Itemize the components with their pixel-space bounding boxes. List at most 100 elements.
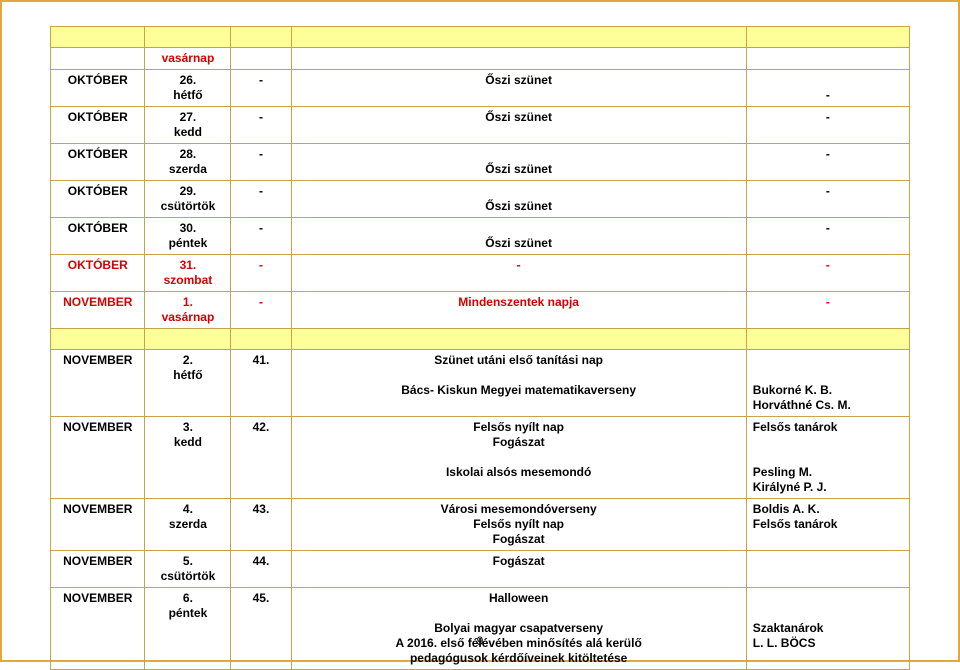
date-number: 4. — [183, 502, 193, 516]
cell-num: - — [231, 144, 291, 181]
who-text: Horváthné Cs. M. — [753, 398, 851, 412]
table-row: NOVEMBER 3. kedd 42. Felsős nyílt nap Fo… — [51, 417, 910, 499]
cell-who: - — [746, 218, 909, 255]
cell-who: - — [746, 70, 909, 107]
cell-who: - — [746, 144, 909, 181]
cell-who: - — [746, 181, 909, 218]
cell-who: - — [746, 107, 909, 144]
cell-month: NOVEMBER — [51, 350, 145, 417]
cell-event: Őszi szünet — [291, 70, 746, 107]
date-dayname: csütörtök — [161, 199, 216, 213]
cell-date: 1. vasárnap — [145, 292, 231, 329]
cell-who: Szaktanárok L. L. BÖCS — [746, 588, 909, 670]
table-row: OKTÓBER 31. szombat - - - — [51, 255, 910, 292]
cell-num: - — [231, 70, 291, 107]
cell-num: - — [231, 107, 291, 144]
cell-date: 30. péntek — [145, 218, 231, 255]
event-text: Őszi szünet — [485, 162, 552, 176]
cell-date: 31. szombat — [145, 255, 231, 292]
header-row-top — [51, 27, 910, 48]
date-dayname: kedd — [174, 125, 202, 139]
cell-who: Bukorné K. B. Horváthné Cs. M. — [746, 350, 909, 417]
date-number: 1. — [183, 295, 193, 309]
table-row: OKTÓBER 27. kedd - Őszi szünet - — [51, 107, 910, 144]
cell-num: - — [231, 181, 291, 218]
event-text: pedagógusok kérdőíveinek kitöltetése — [410, 651, 627, 665]
date-dayname: hétfő — [173, 368, 202, 382]
cell-date: 3. kedd — [145, 417, 231, 499]
cell-date: 29. csütörtök — [145, 181, 231, 218]
date-number: 29. — [180, 184, 197, 198]
cell-event — [291, 48, 746, 70]
event-text: Őszi szünet — [485, 73, 552, 87]
cell-who: Felsős tanárok Pesling M. Királyné P. J. — [746, 417, 909, 499]
event-text: Iskolai alsós mesemondó — [446, 465, 591, 479]
table-row: OKTÓBER 30. péntek - Őszi szünet - — [51, 218, 910, 255]
who-text: Boldis A. K. — [753, 502, 820, 516]
cell-who — [746, 551, 909, 588]
cell-num: 45. — [231, 588, 291, 670]
event-text: Őszi szünet — [485, 199, 552, 213]
date-dayname: hétfő — [173, 88, 202, 102]
date-number: 5. — [183, 554, 193, 568]
date-dayname: szerda — [169, 517, 207, 531]
event-text: Bács- Kiskun Megyei matematikaverseny — [401, 383, 636, 397]
who-text: Felsős tanárok — [753, 420, 838, 434]
cell-who — [746, 48, 909, 70]
pre-row: vasárnap — [51, 48, 910, 70]
cell-date: vasárnap — [145, 48, 231, 70]
cell-date: 4. szerda — [145, 499, 231, 551]
date-number: 30. — [180, 221, 197, 235]
table-row: NOVEMBER 1. vasárnap - Mindenszentek nap… — [51, 292, 910, 329]
event-text: Halloween — [489, 591, 548, 605]
date-dayname: csütörtök — [161, 569, 216, 583]
table-row: NOVEMBER 2. hétfő 41. Szünet utáni első … — [51, 350, 910, 417]
date-dayname: péntek — [169, 236, 208, 250]
cell-event: - — [291, 255, 746, 292]
cell-month: OKTÓBER — [51, 218, 145, 255]
cell-event: Városi mesemondóverseny Felsős nyílt nap… — [291, 499, 746, 551]
table-row: OKTÓBER 26. hétfő - Őszi szünet - — [51, 70, 910, 107]
event-text: Felsős nyílt nap — [473, 420, 564, 434]
event-text: Őszi szünet — [485, 236, 552, 250]
page-number: 9 — [2, 634, 958, 648]
event-text: Fogászat — [493, 532, 545, 546]
event-text: Őszi szünet — [485, 110, 552, 124]
cell-num: - — [231, 292, 291, 329]
date-dayname: szerda — [169, 162, 207, 176]
date-dayname: péntek — [169, 606, 208, 620]
event-text: Városi mesemondóverseny — [441, 502, 597, 516]
who-text: Pesling M. — [753, 465, 812, 479]
cell-num: 41. — [231, 350, 291, 417]
cell-month: OKTÓBER — [51, 181, 145, 218]
who-text: Bukorné K. B. — [753, 383, 832, 397]
cell-who: - — [746, 255, 909, 292]
cell-event: Őszi szünet — [291, 144, 746, 181]
cell-event: Mindenszentek napja — [291, 292, 746, 329]
cell-event: Fogászat — [291, 551, 746, 588]
cell-month: NOVEMBER — [51, 551, 145, 588]
cell-date: 2. hétfő — [145, 350, 231, 417]
event-text: Bolyai magyar csapatverseny — [434, 621, 603, 635]
event-text: Fogászat — [493, 435, 545, 449]
date-number: 2. — [183, 353, 193, 367]
table-row: OKTÓBER 28. szerda - Őszi szünet - — [51, 144, 910, 181]
date-number: 3. — [183, 420, 193, 434]
who-text: Királyné P. J. — [753, 480, 827, 494]
event-text: Szünet utáni első tanítási nap — [434, 353, 603, 367]
date-number: 6. — [183, 591, 193, 605]
cell-who: - — [746, 292, 909, 329]
who-text: Szaktanárok — [753, 621, 824, 635]
cell-month: NOVEMBER — [51, 292, 145, 329]
cell-event: Őszi szünet — [291, 218, 746, 255]
who-text: Felsős tanárok — [753, 517, 838, 531]
cell-date: 26. hétfő — [145, 70, 231, 107]
cell-month: OKTÓBER — [51, 255, 145, 292]
cell-month: NOVEMBER — [51, 499, 145, 551]
cell-month: NOVEMBER — [51, 417, 145, 499]
cell-num: - — [231, 218, 291, 255]
cell-event: Felsős nyílt nap Fogászat Iskolai alsós … — [291, 417, 746, 499]
date-number: 28. — [180, 147, 197, 161]
cell-month: OKTÓBER — [51, 70, 145, 107]
cell-event: Őszi szünet — [291, 107, 746, 144]
